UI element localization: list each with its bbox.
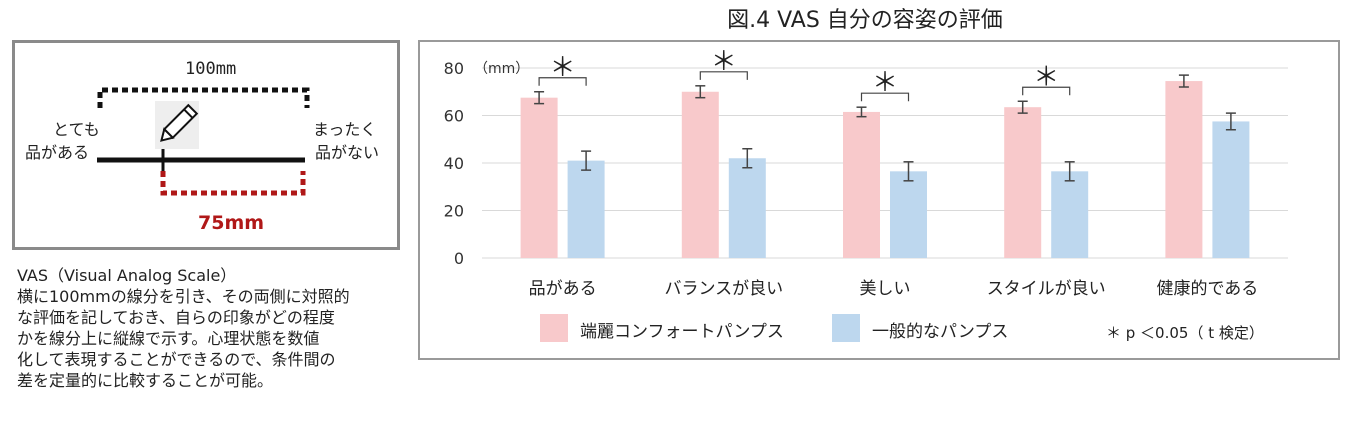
description-line: 化して表現することができるので、条件間の	[17, 350, 336, 369]
vas-left-label-1: とても	[53, 120, 100, 139]
description-line: 横に100mmの線分を引き、その両側に対照的	[17, 287, 350, 306]
bar-1-2	[681, 91, 719, 258]
bar-1-3	[843, 111, 880, 258]
bar-chart: 0 20 40 60 80 （mm） 品がある バランスが良い 美しい スタイルが良い 健康的である…	[444, 47, 1288, 299]
x-tick-label: スタイルが良い	[987, 279, 1106, 299]
bar-1-4	[1004, 107, 1042, 258]
vas-diagram: 100mm とても 品がある まったく 品がない 75mm	[12, 40, 400, 250]
significance-bracket	[538, 77, 587, 86]
pencil-icon	[155, 101, 199, 149]
bar-2-3	[890, 171, 927, 258]
y-unit-label: （mm）	[474, 61, 529, 77]
significance-bracket	[1022, 86, 1071, 96]
vas-right-label-1: まったく	[313, 120, 377, 139]
legend-swatch-series-1	[540, 314, 568, 342]
y-tick-label: 20	[444, 202, 464, 221]
bar-2-5	[1212, 121, 1250, 258]
vas-left-label-2: 品がある	[25, 143, 90, 162]
significance-mark: ＊	[711, 47, 737, 77]
vas-description: VAS（Visual Analog Scale） 横に100mmの線分を引き、そ…	[17, 265, 417, 391]
vas-mark-length-label: 75mm	[198, 212, 265, 234]
description-line: 差を定量的に比較することが可能。	[17, 371, 274, 390]
description-heading: VAS（Visual Analog Scale）	[17, 266, 237, 285]
y-tick-label: 40	[444, 154, 464, 173]
figure-title: 図.4 VAS 自分の容姿の評価	[727, 8, 1003, 33]
bar-2-2	[728, 158, 766, 258]
x-tick-label: バランスが良い	[664, 279, 783, 299]
x-tick-label: 品がある	[529, 279, 597, 299]
legend-label-series-2: 一般的なパンプス	[872, 322, 1009, 342]
significance-bracket	[860, 92, 910, 102]
significance-mark: ＊	[1033, 62, 1059, 92]
x-tick-label: 美しい	[860, 279, 911, 299]
significance-mark: ＊	[550, 53, 576, 83]
bar-2-4	[1051, 171, 1089, 258]
description-line: な評価を記しておき、自らの印象がどの程度	[17, 308, 335, 327]
legend-swatch-series-2	[832, 314, 860, 342]
vas-diagram-drawing	[97, 87, 310, 196]
y-tick-label: 0	[454, 249, 464, 268]
bar-2-1	[567, 160, 605, 258]
significance-note: ＊ p ＜0.05（ t 検定）	[1106, 324, 1264, 342]
bar-1-1	[520, 97, 558, 258]
significance-mark: ＊	[872, 68, 898, 98]
bar-1-5	[1165, 81, 1203, 258]
x-tick-label: 健康的である	[1156, 279, 1258, 299]
legend-label-series-1: 端麗コンフォートパンプス	[580, 322, 784, 342]
chart-panel: 0 20 40 60 80 （mm） 品がある バランスが良い 美しい スタイルが良い 健康的である…	[418, 40, 1340, 360]
vas-right-label-2: 品がない	[315, 143, 380, 162]
y-tick-label: 60	[444, 107, 464, 126]
y-tick-label: 80	[444, 59, 464, 78]
description-line: かを線分上に縦線で示す。心理状態を数値	[17, 329, 320, 348]
vas-length-label: 100mm	[185, 59, 237, 79]
significance-bracket	[699, 71, 748, 80]
